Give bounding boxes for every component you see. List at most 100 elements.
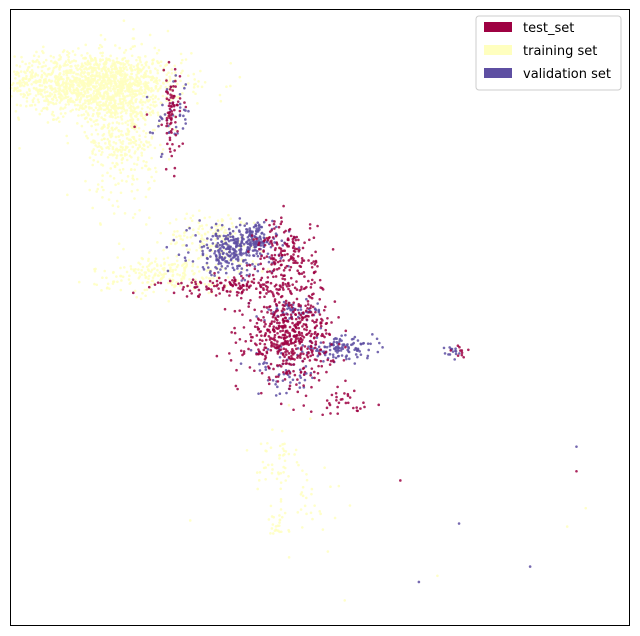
data-point xyxy=(168,279,172,283)
data-point xyxy=(132,81,135,85)
data-point xyxy=(345,357,348,361)
data-point xyxy=(167,98,171,102)
data-point xyxy=(15,81,19,85)
data-point xyxy=(63,97,66,100)
data-point xyxy=(172,291,176,295)
data-point xyxy=(64,69,68,73)
data-point xyxy=(181,142,185,145)
data-point xyxy=(187,258,191,262)
data-point xyxy=(306,303,310,306)
data-point xyxy=(149,69,152,73)
data-point xyxy=(14,110,18,113)
data-point xyxy=(255,471,259,474)
data-point xyxy=(144,135,147,139)
data-point xyxy=(315,336,319,339)
data-point xyxy=(87,101,91,105)
data-point xyxy=(120,150,123,154)
data-point xyxy=(310,293,314,296)
data-point xyxy=(55,99,59,102)
data-point xyxy=(281,447,285,450)
data-point xyxy=(119,141,123,144)
data-point xyxy=(149,113,152,117)
data-point xyxy=(112,150,116,154)
data-point xyxy=(98,71,101,75)
data-point xyxy=(106,105,109,109)
data-point xyxy=(161,94,165,98)
data-point xyxy=(297,331,301,335)
data-point xyxy=(178,102,182,106)
data-point xyxy=(13,70,16,73)
data-point xyxy=(280,263,283,267)
data-point xyxy=(120,279,123,282)
data-point xyxy=(44,72,47,76)
data-point xyxy=(218,243,222,247)
data-point xyxy=(203,216,207,220)
data-point xyxy=(25,91,29,94)
data-point xyxy=(120,129,123,133)
data-point xyxy=(121,94,125,98)
data-point xyxy=(127,150,131,153)
data-point xyxy=(297,339,301,343)
data-point xyxy=(298,381,301,385)
data-point xyxy=(344,345,347,349)
data-point xyxy=(451,350,455,353)
data-point xyxy=(106,86,110,89)
data-point xyxy=(180,277,183,281)
data-point xyxy=(82,94,85,98)
data-point xyxy=(312,336,316,340)
data-point xyxy=(34,73,37,77)
data-point xyxy=(159,231,163,235)
data-point xyxy=(336,354,340,358)
data-point xyxy=(123,56,126,60)
data-point xyxy=(159,264,163,267)
data-point xyxy=(310,332,313,336)
data-point xyxy=(133,197,136,200)
data-point xyxy=(314,342,318,346)
data-point xyxy=(100,127,103,130)
data-point xyxy=(142,76,146,79)
data-point xyxy=(172,104,176,108)
data-point xyxy=(57,89,60,93)
data-point xyxy=(156,69,159,72)
data-point xyxy=(123,154,127,157)
data-point xyxy=(247,239,250,242)
data-point xyxy=(319,286,323,289)
data-point xyxy=(254,262,258,266)
data-point xyxy=(277,324,281,328)
data-point xyxy=(215,257,218,261)
data-point xyxy=(271,468,274,471)
data-point xyxy=(137,82,140,85)
data-point xyxy=(112,140,116,144)
data-point xyxy=(129,139,133,142)
data-point xyxy=(284,283,287,286)
data-point xyxy=(269,446,273,450)
data-point xyxy=(181,238,185,242)
data-point xyxy=(233,326,236,330)
data-point xyxy=(172,80,175,83)
data-point xyxy=(157,48,161,52)
data-point xyxy=(220,240,224,243)
data-point xyxy=(272,275,275,279)
data-point xyxy=(125,180,128,183)
data-point xyxy=(460,349,464,352)
data-point xyxy=(328,363,332,366)
data-point xyxy=(136,69,140,73)
data-point xyxy=(270,322,273,325)
data-point xyxy=(244,340,247,343)
data-point xyxy=(228,352,231,355)
data-point xyxy=(344,329,348,333)
data-point xyxy=(139,297,143,301)
data-point xyxy=(114,68,117,71)
data-point xyxy=(215,234,219,238)
data-point xyxy=(285,242,289,246)
data-point xyxy=(258,295,262,299)
data-point xyxy=(120,114,124,118)
data-point xyxy=(56,116,60,120)
data-point xyxy=(224,247,228,251)
data-point xyxy=(309,354,312,358)
data-point xyxy=(280,220,284,223)
data-point xyxy=(300,272,304,275)
data-point xyxy=(258,247,261,251)
data-point xyxy=(278,454,281,457)
data-point xyxy=(263,295,266,299)
